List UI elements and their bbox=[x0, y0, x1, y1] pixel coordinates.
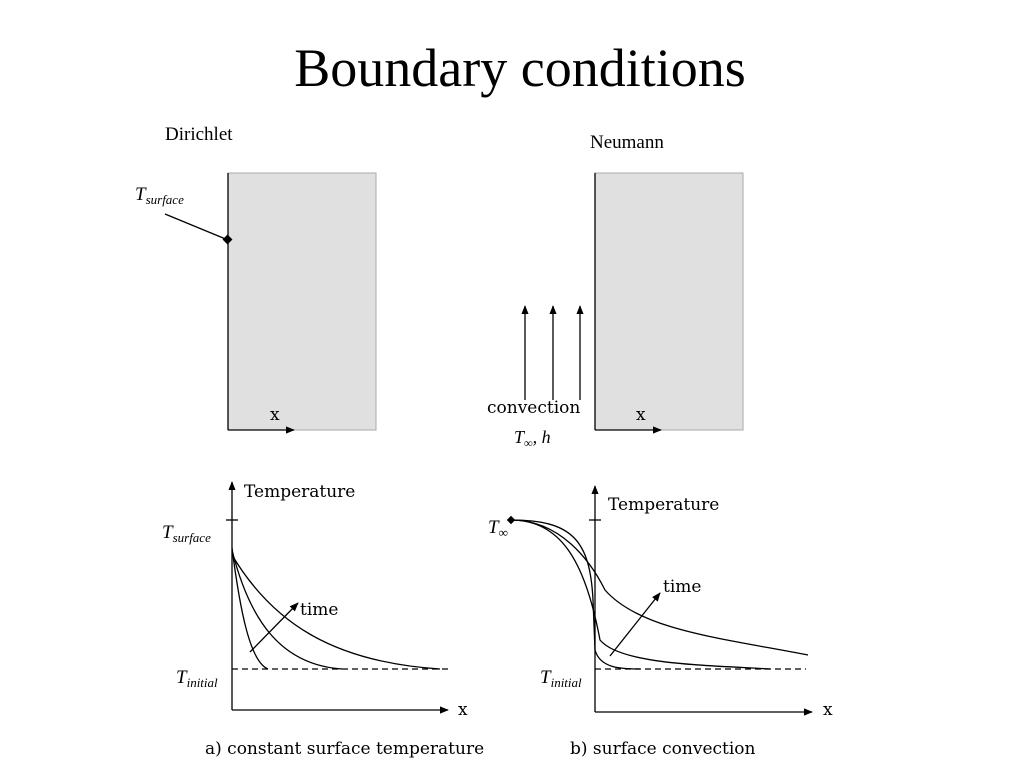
surface-point bbox=[222, 234, 233, 245]
symbol: T bbox=[176, 667, 188, 688]
subscript: initial bbox=[187, 675, 218, 690]
bottom-label: Tinitial bbox=[540, 667, 582, 690]
symbol: T bbox=[135, 184, 147, 205]
profile-curve bbox=[510, 519, 771, 670]
leader-line bbox=[164, 213, 229, 241]
x-label: x bbox=[823, 700, 833, 720]
caption: a) constant surface temperature bbox=[205, 739, 484, 759]
profile-curve bbox=[510, 519, 809, 656]
subscript: ∞ bbox=[499, 525, 508, 540]
surface-label: Tsurface bbox=[135, 184, 184, 207]
slide-title: Boundary conditions bbox=[294, 38, 745, 98]
profile-curve bbox=[510, 519, 641, 670]
profile-curve bbox=[231, 547, 269, 670]
y-label: Temperature bbox=[244, 482, 355, 502]
top-label: Tsurface bbox=[162, 522, 211, 545]
panel-heading: Dirichlet bbox=[165, 124, 233, 145]
convection-label: convection bbox=[487, 398, 580, 418]
arrow-label: time bbox=[663, 577, 701, 597]
axis-label: x bbox=[270, 405, 280, 425]
profile-curve bbox=[231, 554, 441, 670]
symbol: T bbox=[162, 522, 174, 543]
x-label: x bbox=[458, 700, 468, 720]
solid-body bbox=[227, 172, 377, 431]
arrow-label: time bbox=[300, 600, 338, 620]
subscript: ∞ bbox=[524, 436, 533, 450]
suffix: , h bbox=[533, 427, 551, 447]
symbol: T bbox=[540, 667, 552, 688]
panel-heading: Neumann bbox=[590, 132, 664, 153]
symbol: T bbox=[488, 517, 500, 538]
subscript: initial bbox=[551, 675, 582, 690]
symbol: T bbox=[514, 427, 526, 447]
subscript: surface bbox=[173, 530, 212, 545]
solid-body bbox=[594, 172, 744, 431]
time-arrow bbox=[249, 602, 299, 653]
subscript: surface bbox=[146, 192, 185, 207]
caption: b) surface convection bbox=[570, 739, 756, 759]
bottom-label: Tinitial bbox=[176, 667, 218, 690]
time-arrow bbox=[609, 592, 661, 657]
fluid-label: T∞, h bbox=[514, 427, 551, 450]
profile-curve bbox=[231, 549, 343, 670]
axis-label: x bbox=[636, 405, 646, 425]
y-label: Temperature bbox=[608, 495, 719, 515]
top-label: T∞ bbox=[488, 517, 508, 540]
